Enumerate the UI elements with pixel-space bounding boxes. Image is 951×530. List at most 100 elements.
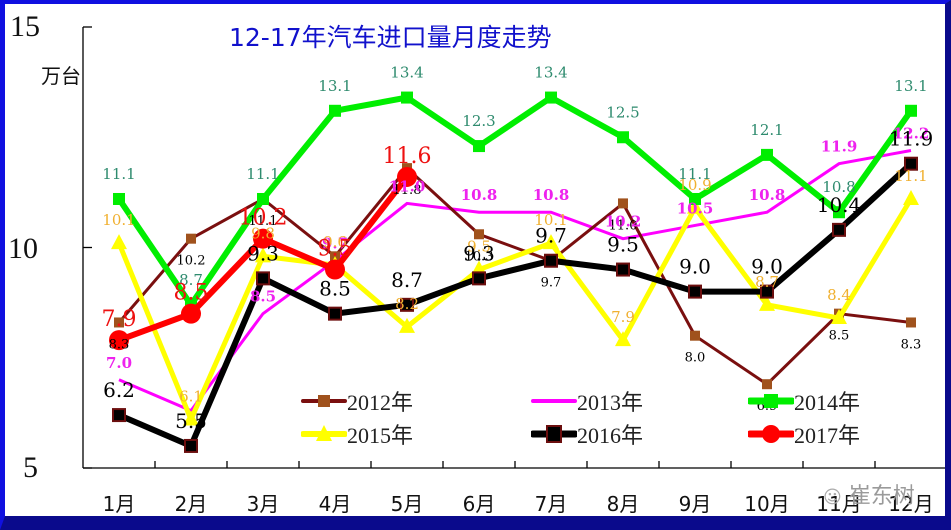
data-label: 9.0	[679, 255, 711, 279]
marker-triangle	[615, 331, 631, 347]
marker-square	[256, 271, 270, 286]
series-line-2014年	[116, 94, 914, 311]
data-label: 10.9	[678, 176, 711, 194]
data-label: 5.5	[175, 409, 207, 433]
x-label: 6月	[462, 492, 496, 516]
data-label: 9.3	[247, 241, 279, 265]
marker-square	[474, 229, 484, 240]
data-label: 10.1	[534, 211, 567, 229]
marker-triangle	[111, 234, 127, 250]
series-line-2015年	[116, 197, 914, 426]
data-label: 11.0	[609, 218, 638, 233]
data-label: 9.5	[318, 237, 353, 262]
marker-square	[544, 253, 558, 268]
marker-triangle	[759, 295, 775, 311]
legend-swatch-icon	[301, 425, 347, 441]
legend-label: 2017年	[794, 423, 861, 448]
data-label: 10.8	[533, 186, 570, 204]
marker-triangle	[255, 247, 271, 263]
legend-item-2016: 2016年	[531, 418, 643, 450]
marker-square	[832, 222, 846, 237]
data-label: 9.7	[322, 235, 348, 253]
legend-label: 2016年	[577, 423, 644, 448]
marker-square	[689, 192, 701, 205]
marker-square	[617, 131, 629, 144]
data-label: 9.7	[541, 276, 562, 291]
marker-square	[616, 262, 630, 277]
data-label: 6.2	[103, 378, 135, 402]
x-label: 10月	[744, 492, 790, 516]
data-label: 8.2	[395, 295, 419, 313]
legend-item-2013: 2013年	[531, 385, 643, 417]
x-label: 2月	[174, 492, 208, 516]
marker-square	[401, 91, 413, 104]
legend-label: 2015年	[347, 423, 414, 448]
data-label: 8.7	[755, 273, 779, 291]
data-label: 12.2	[893, 124, 930, 142]
data-label: 10.3	[465, 249, 494, 264]
marker-triangle	[183, 410, 199, 426]
marker-circle	[109, 330, 129, 351]
marker-triangle	[543, 234, 559, 250]
series-line-2016年	[117, 161, 914, 450]
marker-square	[112, 408, 126, 423]
data-label: 7.9	[102, 307, 137, 332]
data-label: 8.5	[174, 281, 209, 306]
data-label: 11.1	[894, 167, 927, 185]
series-line-2013年	[118, 149, 912, 413]
data-label: 10.8	[822, 178, 855, 196]
data-label: 13.4	[534, 64, 567, 82]
y-tick-15: 15	[10, 10, 40, 43]
wechat-icon: ☺	[823, 487, 842, 508]
x-label: 3月	[246, 492, 280, 516]
data-label: 9.3	[463, 241, 495, 265]
chart-title: 12-17年汽车进口量月度走势	[229, 23, 552, 52]
x-label: 11月	[816, 492, 862, 516]
legend-swatch-icon	[531, 425, 577, 443]
marker-square	[472, 271, 486, 286]
data-label: 10.1	[102, 211, 135, 229]
marker-circle	[325, 259, 345, 280]
marker-circle	[253, 228, 273, 249]
data-label: 10.4	[817, 193, 862, 217]
data-label: 8.3	[901, 337, 922, 352]
marker-square	[473, 140, 485, 153]
data-label: 13.4	[390, 64, 423, 82]
legend-swatch-icon	[301, 395, 347, 407]
data-label: 11.8	[393, 183, 422, 198]
marker-square	[904, 156, 918, 171]
data-label: 11.1	[249, 214, 278, 229]
marker-square	[762, 379, 772, 390]
data-label: 10.5	[677, 199, 714, 217]
marker-triangle	[903, 189, 919, 205]
data-label: 11.6	[383, 144, 432, 169]
y-tick-10: 10	[8, 232, 38, 265]
data-label: 11.1	[102, 165, 135, 183]
x-label: 8月	[606, 492, 640, 516]
data-label: 13.1	[894, 77, 927, 95]
marker-square	[329, 104, 341, 117]
series-line-2012年	[117, 165, 912, 387]
data-label: 8.7	[179, 271, 203, 289]
legend-item-2012: 2012年	[301, 385, 413, 417]
legend-swatch-icon	[748, 394, 794, 408]
marker-square	[114, 317, 124, 328]
marker-square	[761, 148, 773, 161]
marker-square	[690, 330, 700, 341]
marker-square	[257, 192, 269, 205]
marker-square	[760, 284, 774, 299]
plot-area: 8.310.211.111.810.39.711.08.06.98.58.37.…	[82, 26, 945, 469]
marker-triangle	[399, 317, 415, 333]
data-label: 10.8	[461, 186, 498, 204]
data-label: 12.1	[750, 121, 783, 139]
marker-square	[833, 206, 845, 219]
data-label: 11.9	[821, 138, 858, 156]
data-label: 8.5	[829, 329, 850, 344]
marker-square	[905, 104, 917, 117]
data-label: 10.2	[605, 213, 642, 231]
marker-circle	[181, 303, 201, 324]
data-label: 13.1	[318, 77, 351, 95]
x-label: 5月	[390, 492, 424, 516]
legend-item-2014: 2014年	[748, 385, 860, 417]
data-label: 9.6	[323, 233, 347, 251]
